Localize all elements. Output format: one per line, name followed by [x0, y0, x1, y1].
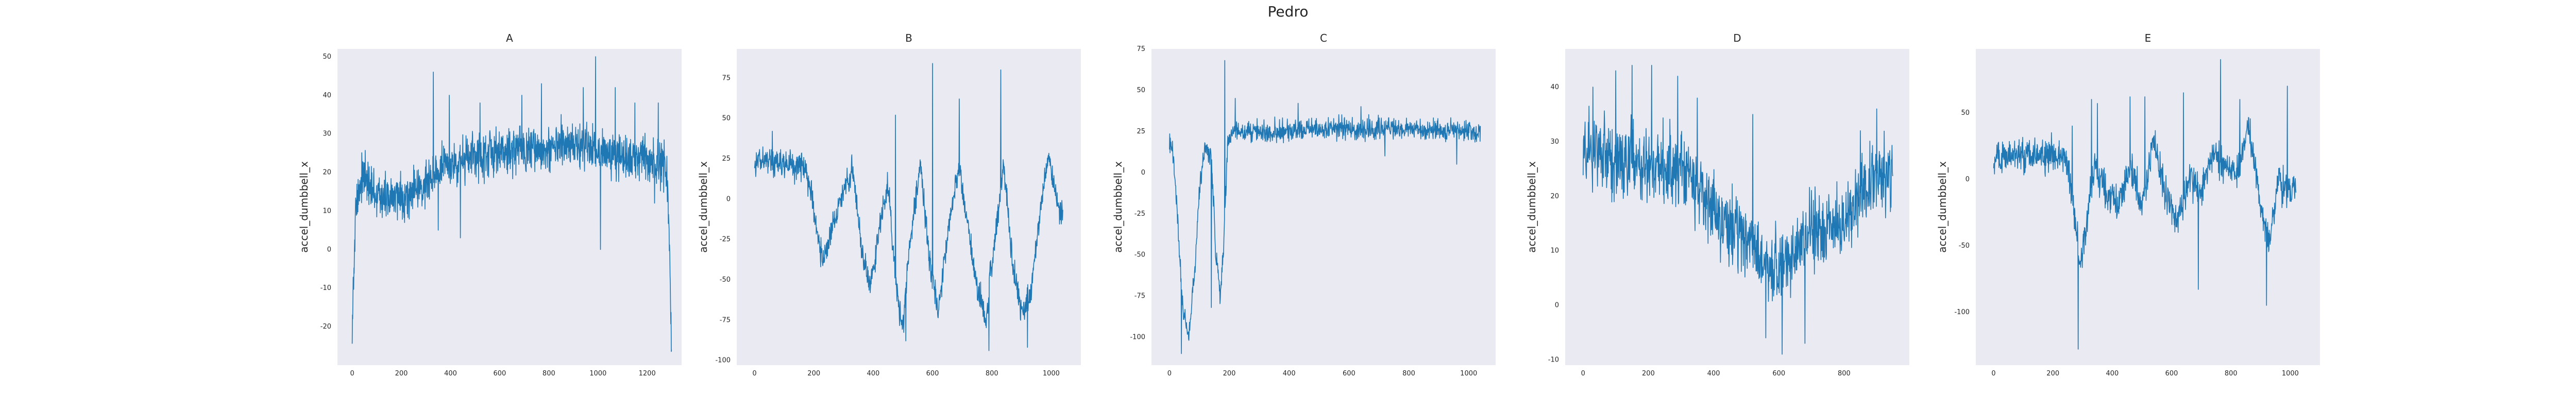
subplot-title: E — [2145, 32, 2151, 44]
y-tick-label: 50 — [323, 53, 331, 61]
x-tick-label: 0 — [752, 370, 756, 377]
subplot-b: B 0 200 400 600 800 1000 -100 -75 -50 -25 0 25 50 75 ac… — [697, 32, 1081, 377]
y-tick-label: 50 — [722, 115, 731, 123]
x-tick-label: 800 — [2225, 370, 2238, 377]
y-tick-label: -75 — [720, 316, 731, 324]
x-tick-label: 200 — [1223, 370, 1236, 377]
x-tick-label: 1000 — [1043, 370, 1060, 377]
y-tick-label: 25 — [1137, 128, 1145, 135]
y-tick-label: 0 — [1555, 302, 1559, 310]
series-line — [754, 63, 1063, 351]
y-tick-label: -25 — [720, 236, 731, 244]
x-tick-label: 600 — [926, 370, 939, 377]
subplot-c: C 0 200 400 600 800 1000 -100 -75 -50 -25 0 25 50 75 ac… — [1112, 32, 1496, 377]
y-tick-label: 75 — [722, 74, 731, 82]
x-tick-label: 1000 — [589, 370, 606, 377]
x-tick-label: 1200 — [639, 370, 656, 377]
y-tick-label: -75 — [1134, 293, 1145, 300]
y-tick-label: 0 — [1141, 169, 1145, 177]
subplot-title: A — [506, 32, 513, 44]
y-tick-label: -10 — [1548, 356, 1559, 364]
x-tick-label: 0 — [1581, 370, 1585, 377]
x-tick-label: 600 — [494, 370, 506, 377]
x-tick-label: 600 — [1772, 370, 1785, 377]
x-tick-label: 600 — [1343, 370, 1355, 377]
x-tick-label: 800 — [986, 370, 998, 377]
y-tick-label: 40 — [323, 92, 331, 99]
subplot-title: D — [1733, 32, 1741, 44]
x-tick-label: 400 — [2106, 370, 2119, 377]
x-tick-label: 400 — [1707, 370, 1720, 377]
x-tick-label: 1000 — [1460, 370, 1477, 377]
y-tick-label: 40 — [1550, 83, 1559, 91]
y-axis-label: accel_dumbbell_x — [1112, 161, 1124, 253]
series-line — [1169, 60, 1481, 354]
y-tick-label: 0 — [327, 246, 331, 253]
y-tick-label: 50 — [1961, 109, 1970, 117]
y-tick-label: -100 — [715, 357, 731, 365]
x-tick-label: 800 — [1838, 370, 1851, 377]
y-tick-label: -50 — [1959, 242, 1970, 250]
y-tick-label: -25 — [1134, 210, 1145, 218]
x-tick-label: 600 — [2165, 370, 2178, 377]
y-tick-label: 50 — [1137, 87, 1145, 94]
x-tick-label: 400 — [867, 370, 879, 377]
x-tick-label: 0 — [350, 370, 354, 377]
y-tick-label: 30 — [1550, 138, 1559, 146]
x-tick-label: 800 — [543, 370, 555, 377]
y-tick-label: 20 — [323, 169, 331, 177]
subplot-a: A 0 200 400 600 800 1000 1200 -20 -10 0 10 20 30 40 50 a… — [298, 32, 682, 377]
y-tick-label: 0 — [726, 195, 731, 203]
y-axis-label: accel_dumbbell_x — [298, 161, 310, 253]
y-axis-label: accel_dumbbell_x — [697, 161, 709, 253]
x-tick-label: 800 — [1402, 370, 1415, 377]
x-tick-label: 1000 — [2282, 370, 2299, 377]
x-tick-label: 0 — [1167, 370, 1172, 377]
y-tick-label: 30 — [323, 130, 331, 138]
x-tick-label: 200 — [1642, 370, 1655, 377]
y-tick-label: -50 — [1134, 251, 1145, 259]
y-axis-label: accel_dumbbell_x — [1526, 161, 1538, 253]
x-tick-label: 200 — [807, 370, 820, 377]
x-tick-label: 400 — [1283, 370, 1296, 377]
series-line — [1993, 59, 2297, 350]
y-tick-label: 10 — [323, 207, 331, 215]
x-tick-label: 400 — [444, 370, 457, 377]
y-tick-label: 20 — [1550, 193, 1559, 200]
subplot-title: C — [1320, 32, 1327, 44]
subplot-title: B — [905, 32, 912, 44]
plot-area — [737, 49, 1081, 365]
series-line — [351, 56, 672, 352]
x-tick-label: 200 — [395, 370, 408, 377]
y-tick-label: -10 — [320, 284, 331, 292]
y-tick-label: 0 — [1965, 176, 1970, 183]
plot-area — [1976, 49, 2320, 365]
y-tick-label: -100 — [1954, 308, 1970, 316]
y-tick-label: -20 — [320, 323, 331, 331]
y-tick-label: -50 — [720, 276, 731, 284]
y-tick-label: 10 — [1550, 247, 1559, 255]
y-tick-label: -100 — [1130, 334, 1145, 341]
figure-title: Pedro — [1267, 3, 1309, 20]
y-tick-label: 75 — [1137, 45, 1145, 53]
y-axis-label: accel_dumbbell_x — [1936, 161, 1948, 253]
series-line — [1583, 65, 1893, 355]
x-tick-label: 0 — [1991, 370, 1995, 377]
x-tick-label: 200 — [2046, 370, 2059, 377]
subplot-d: D 0 200 400 600 800 -10 0 10 20 30 40 accel_dumbbell… — [1526, 32, 1909, 377]
y-tick-label: 25 — [722, 155, 731, 163]
subplot-e: E 0 200 400 600 800 1000 -100 -50 0 50 accel_dumbbe… — [1936, 32, 2320, 377]
plot-area — [1151, 49, 1496, 365]
